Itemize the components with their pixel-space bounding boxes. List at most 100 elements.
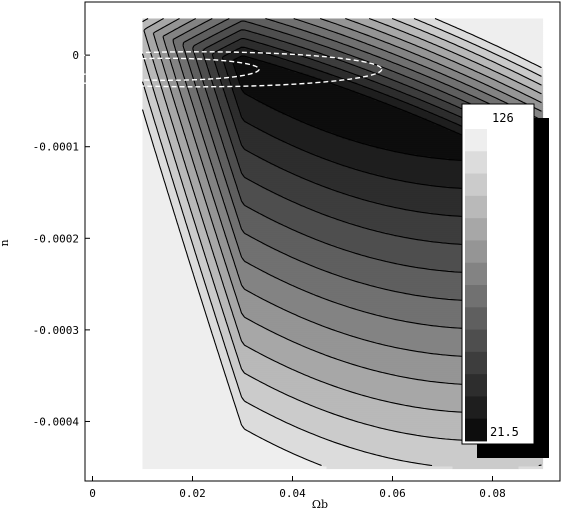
contour-band-cell xyxy=(402,100,426,104)
contour-band-cell xyxy=(262,60,292,64)
contour-band-cell xyxy=(210,78,222,82)
contour-band-cell xyxy=(278,30,308,34)
contour-band-cell xyxy=(166,128,176,132)
contour-band-cell xyxy=(142,288,200,292)
contour-band-cell xyxy=(326,158,450,162)
contour-band-cell xyxy=(338,76,364,80)
contour-band-cell xyxy=(384,58,408,62)
contour-band-cell xyxy=(344,416,544,420)
contour-band-cell xyxy=(354,90,378,94)
contour-band-cell xyxy=(314,50,342,54)
contour-band-cell xyxy=(356,140,478,144)
contour-band-cell xyxy=(232,286,244,290)
contour-band-cell xyxy=(238,356,270,360)
contour-band-cell xyxy=(172,66,182,70)
contour-band-cell xyxy=(238,384,270,388)
contour-band-cell xyxy=(142,162,160,166)
contour-band-cell xyxy=(162,146,172,150)
contour-band-cell xyxy=(226,126,238,130)
contour-band-cell xyxy=(230,388,240,392)
contour-band-cell xyxy=(326,438,452,442)
contour-band-cell xyxy=(260,240,322,244)
contour-band-cell xyxy=(242,340,294,344)
contour-band-cell xyxy=(198,234,210,238)
contour-band-cell xyxy=(320,240,432,244)
contour-band-cell xyxy=(248,262,308,266)
contour-band-cell xyxy=(178,84,188,88)
contour-band-cell xyxy=(238,302,272,306)
contour-band-cell xyxy=(222,362,232,366)
contour-band-cell xyxy=(218,324,228,328)
contour-band-cell xyxy=(224,318,236,322)
contour-band-cell xyxy=(176,160,186,164)
contour-band-cell xyxy=(342,86,368,90)
contour-band-cell xyxy=(142,304,204,308)
contour-band-cell xyxy=(378,426,544,430)
contour-band-cell xyxy=(228,216,240,220)
contour-band-cell xyxy=(232,24,262,28)
contour-band-cell xyxy=(210,326,220,330)
contour-band-cell xyxy=(364,68,390,72)
contour-band-cell xyxy=(470,94,492,98)
contour-band-cell xyxy=(240,420,286,424)
contour-band-cell xyxy=(338,330,544,334)
contour-band-cell xyxy=(230,304,240,308)
contour-band-cell xyxy=(240,138,280,142)
contour-band-cell xyxy=(402,56,426,60)
contour-band-cell xyxy=(152,140,162,144)
contour-band-cell xyxy=(210,160,222,164)
contour-band-cell xyxy=(300,120,432,124)
contour-band-cell xyxy=(212,222,224,226)
contour-band-cell xyxy=(244,260,302,264)
contour-band-cell xyxy=(176,192,188,196)
contour-band-cell xyxy=(196,56,206,60)
contour-band-cell xyxy=(236,102,264,106)
contour-band-cell xyxy=(340,68,366,72)
contour-band-cell xyxy=(174,28,192,32)
contour-band-cell xyxy=(220,272,230,276)
contour-band-cell xyxy=(142,416,240,420)
contour-band-cell xyxy=(242,284,294,288)
contour-band-cell xyxy=(212,224,224,228)
contour-band-cell xyxy=(212,108,222,112)
contour-band-cell xyxy=(142,408,238,412)
contour-band-cell xyxy=(156,72,168,76)
legend-swatch xyxy=(465,151,487,174)
contour-band-cell xyxy=(192,184,202,188)
contour-band-cell xyxy=(432,464,540,468)
contour-band-cell xyxy=(256,210,318,214)
contour-band-cell xyxy=(188,258,198,262)
contour-band-cell xyxy=(540,92,544,96)
contour-band-cell xyxy=(344,78,370,82)
contour-band-cell xyxy=(216,208,228,212)
contour-band-cell xyxy=(164,182,176,186)
contour-band-cell xyxy=(528,112,544,116)
contour-band-cell xyxy=(218,350,228,354)
contour-band-cell xyxy=(310,292,406,296)
contour-band-cell xyxy=(222,88,234,92)
contour-band-cell xyxy=(224,232,236,236)
contour-band-cell xyxy=(268,440,334,444)
contour-band-cell xyxy=(156,100,168,104)
contour-band-cell xyxy=(184,80,196,84)
contour-band-cell xyxy=(288,24,316,28)
contour-band-cell xyxy=(168,140,180,144)
contour-band-cell xyxy=(146,64,156,68)
contour-band-cell xyxy=(492,86,512,90)
contour-band-cell xyxy=(142,422,242,426)
contour-band-cell xyxy=(436,44,458,48)
contour-band-cell xyxy=(338,246,544,250)
contour-band-cell xyxy=(216,120,226,124)
contour-band-cell xyxy=(310,40,338,44)
contour-band-cell xyxy=(204,250,214,254)
contour-band-cell xyxy=(364,450,544,454)
contour-band-cell xyxy=(228,384,240,388)
contour-band-cell xyxy=(232,116,244,120)
contour-band-cell xyxy=(370,396,544,400)
contour-band-cell xyxy=(234,318,250,322)
contour-band-cell xyxy=(218,100,228,104)
contour-band-cell xyxy=(240,308,286,312)
contour-band-cell xyxy=(172,178,182,182)
contour-band-cell xyxy=(182,24,200,28)
contour-band-cell xyxy=(198,178,210,182)
